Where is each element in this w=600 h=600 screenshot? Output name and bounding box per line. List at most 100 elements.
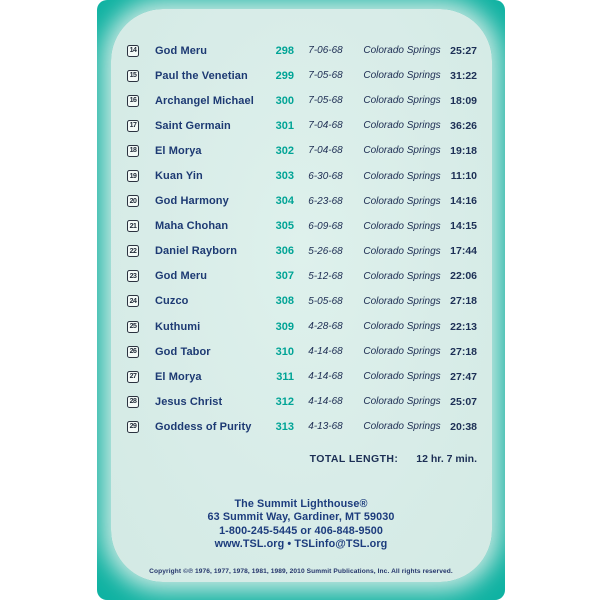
- teal-card: 14 God Meru 298 7-06-68 Colorado Springs…: [97, 0, 505, 600]
- record-location: Colorado Springs: [363, 170, 441, 182]
- table-row: 17 Saint Germain 301 7-04-68 Colorado Sp…: [127, 113, 477, 138]
- record-location: Colorado Springs: [363, 45, 441, 57]
- track-index-box: 17: [127, 119, 139, 132]
- record-date: 7-04-68: [308, 145, 343, 157]
- table-row: 24 Cuzco 308 5-05-68 Colorado Springs 27…: [127, 289, 477, 314]
- track-index-number: 29: [129, 423, 137, 431]
- track-index-box: 23: [127, 270, 139, 283]
- table-row: 25 Kuthumi 309 4-28-68 Colorado Springs …: [127, 314, 477, 339]
- record-location: Colorado Springs: [363, 321, 441, 333]
- record-location: Colorado Springs: [363, 371, 441, 383]
- record-date: 6-09-68: [308, 220, 343, 232]
- track-duration: 27:18: [450, 295, 477, 308]
- table-row: 19 Kuan Yin 303 6-30-68 Colorado Springs…: [127, 163, 477, 188]
- track-index-box: 14: [127, 44, 139, 57]
- track-number: 308: [275, 295, 294, 308]
- track-number: 299: [275, 69, 294, 82]
- track-index: 20: [127, 195, 155, 208]
- track-duration: 18:09: [450, 94, 477, 107]
- track-index: 27: [127, 370, 155, 383]
- track-index: 24: [127, 295, 155, 308]
- track-duration: 25:07: [450, 395, 477, 408]
- table-row: 20 God Harmony 304 6-23-68 Colorado Spri…: [127, 189, 477, 214]
- track-name: Saint Germain: [155, 119, 231, 132]
- table-row: 28 Jesus Christ 312 4-14-68 Colorado Spr…: [127, 389, 477, 414]
- record-location: Colorado Springs: [363, 70, 441, 82]
- track-name: Kuthumi: [155, 320, 201, 333]
- record-location: Colorado Springs: [363, 270, 441, 282]
- record-date: 4-13-68: [308, 421, 343, 433]
- track-index-box: 29: [127, 420, 139, 433]
- track-name: God Meru: [155, 44, 208, 57]
- track-index: 16: [127, 94, 155, 107]
- org-name: The Summit Lighthouse®: [234, 498, 368, 510]
- footer: The Summit Lighthouse® 63 Summit Way, Ga…: [97, 498, 505, 552]
- track-table: 14 God Meru 298 7-06-68 Colorado Springs…: [127, 38, 477, 465]
- track-name: Jesus Christ: [155, 395, 223, 408]
- record-date: 6-30-68: [308, 170, 343, 182]
- track-duration: 22:13: [450, 320, 477, 333]
- record-date: 7-05-68: [308, 95, 343, 107]
- total-length-label: TOTAL LENGTH:: [309, 452, 399, 465]
- record-date: 7-05-68: [308, 70, 343, 82]
- org-phone: 1-800-245-5445 or 406-848-9500: [219, 524, 383, 537]
- record-location: Colorado Springs: [363, 295, 441, 307]
- track-name: El Morya: [155, 370, 202, 383]
- track-index-box: 25: [127, 320, 139, 333]
- track-name: Archangel Michael: [155, 94, 254, 107]
- track-index-number: 27: [129, 373, 137, 381]
- track-number: 303: [275, 170, 294, 183]
- card-interior: [111, 9, 492, 582]
- track-number: 301: [275, 119, 294, 132]
- table-row: 27 El Morya 311 4-14-68 Colorado Springs…: [127, 364, 477, 389]
- record-date: 4-14-68: [308, 371, 343, 383]
- track-number: 311: [276, 370, 294, 383]
- track-index: 26: [127, 345, 155, 358]
- track-name: Maha Chohan: [155, 220, 229, 233]
- track-number: 312: [275, 395, 294, 408]
- record-date: 7-06-68: [308, 45, 343, 57]
- track-duration: 25:27: [450, 44, 477, 57]
- table-row: 18 El Morya 302 7-04-68 Colorado Springs…: [127, 138, 477, 163]
- track-duration: 14:16: [450, 195, 477, 208]
- track-duration: 11:10: [450, 170, 477, 183]
- record-location: Colorado Springs: [363, 95, 441, 107]
- track-index-box: 24: [127, 295, 139, 308]
- table-row: 29 Goddess of Purity 313 4-13-68 Colorad…: [127, 414, 477, 439]
- track-number: 298: [275, 44, 294, 57]
- track-number: 310: [275, 345, 294, 358]
- track-duration: 27:47: [450, 370, 477, 383]
- track-name: Daniel Rayborn: [155, 245, 238, 258]
- track-name: God Harmony: [155, 195, 229, 208]
- total-length-row: TOTAL LENGTH: 12 hr. 7 min.: [127, 453, 477, 465]
- track-index-number: 23: [129, 272, 137, 280]
- table-row: 15 Paul the Venetian 299 7-05-68 Colorad…: [127, 63, 477, 88]
- track-index-number: 26: [129, 348, 137, 356]
- table-row: 21 Maha Chohan 305 6-09-68 Colorado Spri…: [127, 214, 477, 239]
- record-location: Colorado Springs: [363, 145, 441, 157]
- track-duration: 20:38: [450, 420, 477, 433]
- track-index-number: 20: [129, 197, 137, 205]
- track-duration: 36:26: [450, 119, 477, 132]
- track-index: 18: [127, 144, 155, 157]
- track-index-number: 15: [129, 72, 137, 80]
- record-date: 4-14-68: [308, 396, 343, 408]
- copyright-line: Copyright ©℗ 1976, 1977, 1978, 1981, 198…: [149, 568, 453, 575]
- track-index-box: 18: [127, 144, 139, 157]
- track-index-box: 27: [127, 370, 139, 383]
- track-index: 17: [127, 119, 155, 132]
- record-date: 5-05-68: [308, 295, 343, 307]
- record-date: 5-26-68: [308, 245, 343, 257]
- track-name: El Morya: [155, 144, 202, 157]
- record-location: Colorado Springs: [363, 195, 441, 207]
- track-duration: 17:44: [450, 245, 477, 258]
- track-index-number: 25: [129, 323, 137, 331]
- track-index: 23: [127, 270, 155, 283]
- track-index-box: 20: [127, 195, 139, 208]
- track-table-rows: 14 God Meru 298 7-06-68 Colorado Springs…: [127, 38, 477, 440]
- total-length-value: 12 hr. 7 min.: [416, 452, 477, 465]
- track-index-box: 21: [127, 220, 139, 233]
- table-row: 14 God Meru 298 7-06-68 Colorado Springs…: [127, 38, 477, 63]
- track-index-box: 16: [127, 94, 139, 107]
- record-date: 4-28-68: [308, 321, 343, 333]
